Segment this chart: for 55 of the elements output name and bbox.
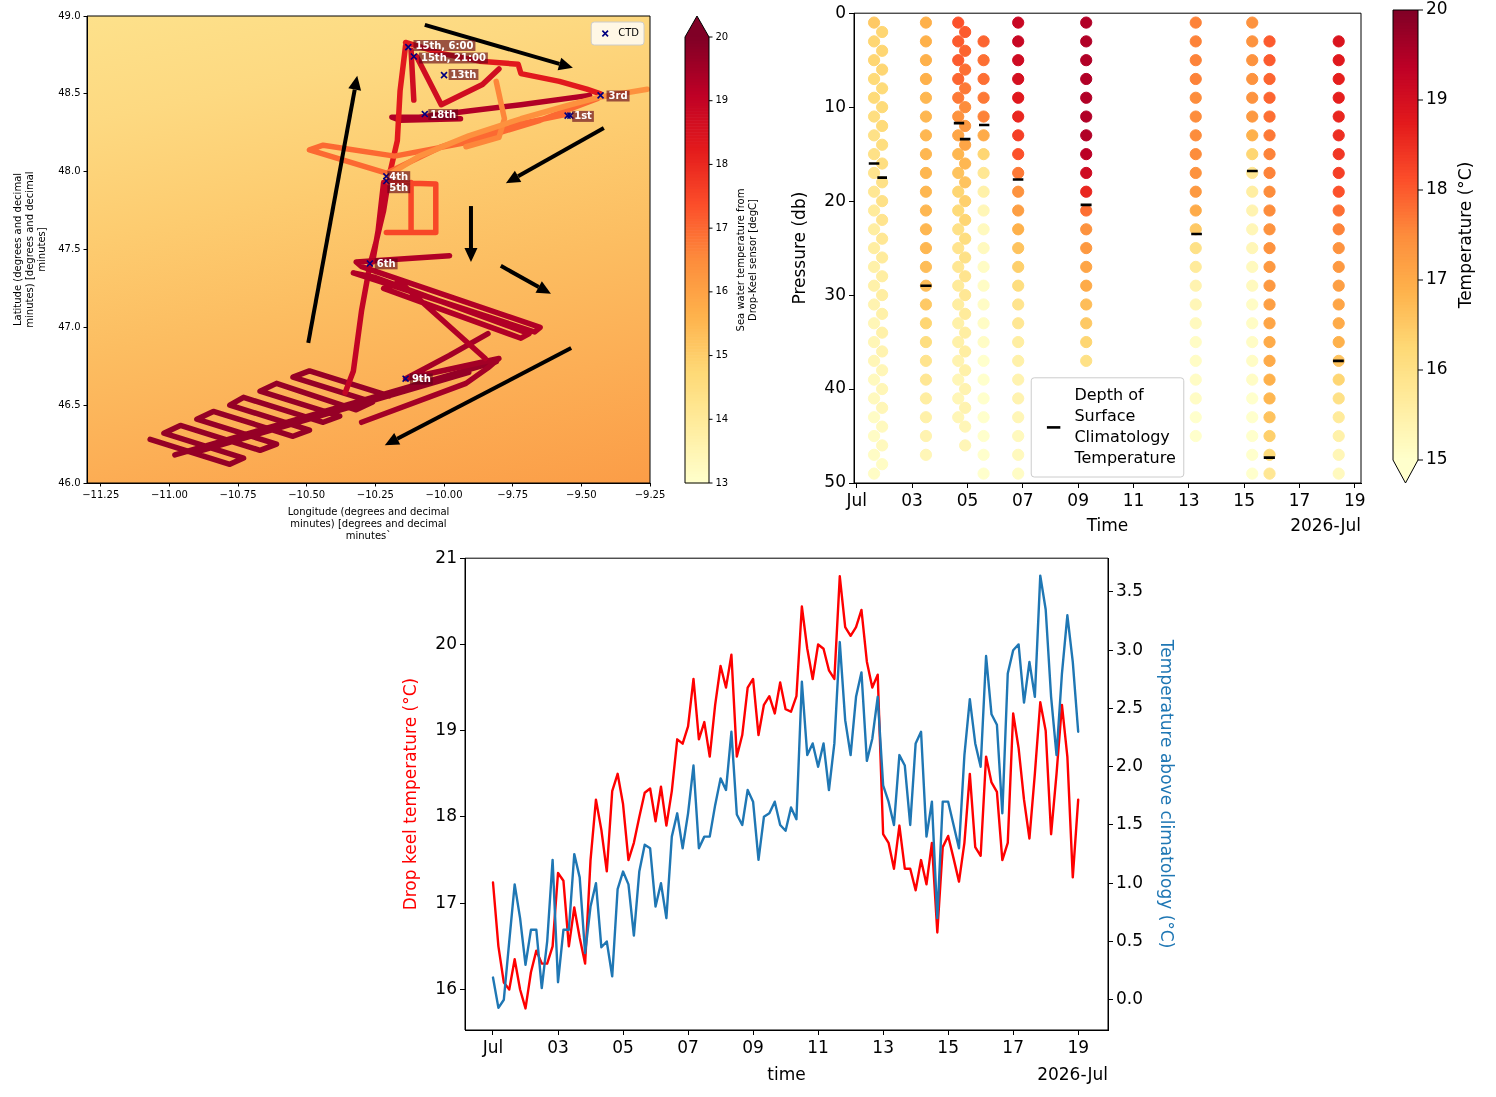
y-tick-label: 50 <box>824 471 846 492</box>
y2-tick-label: 3.0 <box>1116 638 1144 659</box>
x-axis-title: time <box>767 1064 806 1085</box>
legend-label: Depth of Surface Climatology Temperature <box>1073 385 1176 467</box>
y-tick-label: 10 <box>824 95 846 116</box>
x-tick-label: 17 <box>1288 489 1311 510</box>
y2-tick-label: 0.5 <box>1116 929 1144 950</box>
x-tick-label: 05 <box>612 1036 634 1057</box>
y2-tick-label: 2.0 <box>1116 755 1144 776</box>
x-axis-title: Time <box>1085 515 1129 536</box>
x-tick-label: 03 <box>547 1036 569 1057</box>
y-tick-label: 21 <box>435 546 457 567</box>
y-axis-title: Drop keel temperature (°C) <box>399 677 420 911</box>
x-tick-label: 17 <box>1002 1036 1024 1057</box>
y2-tick-label: 1.0 <box>1116 871 1144 892</box>
y-tick-label: 20 <box>435 632 457 653</box>
x-tick-label: Jul <box>845 489 868 510</box>
color-bar-label: 16 <box>1426 358 1448 379</box>
y-tick-label: 20 <box>824 189 846 210</box>
y-tick-label: 18 <box>435 805 457 826</box>
y-axis-title: Pressure (db) <box>788 191 809 305</box>
x-tick-label: 07 <box>1011 489 1034 510</box>
text: 2026-Jul <box>1290 515 1361 536</box>
x-tick-label: 09 <box>1067 489 1089 510</box>
color-bar-label: 17 <box>1426 268 1448 289</box>
y2-tick-label: 2.5 <box>1116 696 1144 717</box>
x-tick-label: 07 <box>677 1036 699 1057</box>
y2-axis-title: Temperature above climatology (°C) <box>1157 638 1178 949</box>
x-tick-label: Jul <box>481 1036 504 1057</box>
color-bar-title: Temperature (°C) <box>1455 161 1476 310</box>
color-bar-label: 19 <box>1426 88 1448 109</box>
y-tick-label: 40 <box>824 377 846 398</box>
x-tick-label: 11 <box>1122 489 1145 510</box>
y-tick-label: 19 <box>435 719 457 740</box>
y2-tick-label: 3.5 <box>1116 580 1144 601</box>
y-tick-label: 0 <box>835 1 846 22</box>
color-bar-label: 15 <box>1426 448 1448 469</box>
text: 2026-Jul <box>1037 1064 1108 1085</box>
y-tick-label: 17 <box>435 891 457 912</box>
color-bar-label: 18 <box>1426 178 1448 199</box>
x-tick-label: 19 <box>1067 1036 1090 1057</box>
x-tick-label: 11 <box>807 1036 829 1057</box>
color-bar-label: 20 <box>1426 0 1448 19</box>
x-tick-label: 15 <box>937 1036 959 1057</box>
x-tick-label: 13 <box>872 1036 894 1057</box>
x-tick-label: 03 <box>901 489 923 510</box>
y-tick-label: 30 <box>824 283 846 304</box>
x-tick-label: 09 <box>742 1036 764 1057</box>
x-tick-label: 15 <box>1233 489 1255 510</box>
y2-tick-label: 1.5 <box>1116 813 1144 834</box>
x-tick-label: 13 <box>1178 489 1200 510</box>
x-tick-label: 05 <box>956 489 979 510</box>
y-tick-label: 16 <box>435 977 457 998</box>
x-tick-label: 19 <box>1344 489 1366 510</box>
y2-tick-label: 0.0 <box>1116 988 1144 1009</box>
